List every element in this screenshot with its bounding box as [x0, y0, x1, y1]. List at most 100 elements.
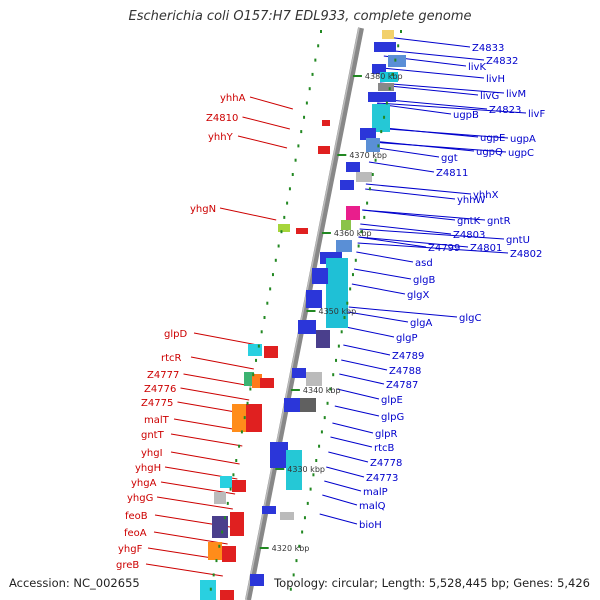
- kbp-label: 4360 kbp: [334, 229, 372, 238]
- gene-leader: [353, 268, 412, 280]
- gene-label-Z4789: Z4789: [392, 351, 424, 362]
- gene-leader: [377, 102, 527, 114]
- gene-feature: [208, 542, 222, 560]
- gene-feature: [252, 374, 262, 388]
- gene-feature: [248, 344, 262, 356]
- gene-leader: [370, 146, 440, 158]
- gene-leader: [193, 332, 258, 346]
- gene-leader: [242, 116, 290, 130]
- gene-label-yhgF: yhgF: [118, 544, 143, 555]
- gene-feature: [246, 404, 262, 432]
- gene-leader: [359, 228, 505, 240]
- gene-feature: [322, 120, 330, 126]
- gene-label-Z4777: Z4777: [147, 370, 179, 381]
- gene-label-glgX: glgX: [407, 290, 429, 301]
- gene-feature: [366, 138, 380, 152]
- gene-label-ugpE: ugpE: [480, 133, 505, 144]
- gene-feature: [230, 512, 244, 536]
- gene-feature: [232, 480, 246, 492]
- gene-feature: [284, 398, 300, 412]
- gene-label-glgC: glgC: [459, 313, 481, 324]
- gene-feature: [214, 492, 226, 504]
- gene-label-glgP: glgP: [396, 333, 418, 344]
- gene-label-ugpB: ugpB: [453, 110, 479, 121]
- gene-leader: [343, 344, 391, 356]
- gene-feature: [212, 516, 228, 538]
- gene-label-glgB: glgB: [413, 275, 435, 286]
- gene-feature: [220, 590, 234, 600]
- gene-leader: [156, 496, 233, 510]
- gene-label-yhgG: yhgG: [127, 493, 153, 504]
- gene-leader: [362, 209, 486, 221]
- gene-leader: [382, 67, 485, 79]
- gene-label-gntK: gntK: [457, 216, 481, 227]
- gene-feature: [306, 372, 322, 386]
- gene-feature: [280, 512, 294, 520]
- gene-leader: [324, 480, 362, 492]
- gene-feature: [300, 398, 316, 412]
- gene-feature: [372, 104, 390, 132]
- gene-feature: [372, 64, 386, 74]
- position-ticks: [209, 30, 402, 591]
- gene-feature: [356, 172, 372, 182]
- gene-label-yhgH: yhgH: [135, 463, 161, 474]
- gene-feature: [368, 92, 396, 102]
- gene-leader: [183, 373, 252, 387]
- reverse-gene-labels: yhhA Z4810 yhhY yhgN glpD rtcR Z4777 Z4776 Z4775…: [116, 93, 246, 571]
- gene-feature: [318, 146, 330, 154]
- gene-feature: [270, 442, 288, 468]
- gene-feature: [222, 546, 236, 562]
- gene-label-feoB: feoB: [125, 511, 148, 522]
- accession-text: Accession: NC_002655: [9, 576, 140, 590]
- gene-label-glpE: glpE: [381, 395, 403, 406]
- label-leader-lines: [145, 36, 527, 577]
- gene-label-Z4823: Z4823: [489, 105, 521, 116]
- gene-label-Z4773: Z4773: [366, 473, 398, 484]
- gene-feature: [346, 162, 360, 172]
- gene-label-malT: malT: [144, 415, 170, 426]
- gene-label-Z4775: Z4775: [141, 398, 173, 409]
- gene-leader: [339, 373, 385, 385]
- gene-leader: [351, 283, 406, 295]
- gene-leader: [358, 236, 427, 248]
- gene-label-livK: livK: [468, 62, 486, 73]
- gene-label-glpG: glpG: [381, 412, 404, 423]
- gene-label-Z4810: Z4810: [206, 113, 238, 124]
- gene-leader: [373, 127, 509, 139]
- gene-leader: [371, 141, 507, 153]
- gene-label-yhhW: yhhW: [457, 195, 486, 206]
- gene-label-bioH: bioH: [359, 520, 382, 531]
- kbp-label: 4350 kbp: [319, 307, 357, 316]
- gene-leader: [345, 326, 395, 338]
- gene-label-ugpA: ugpA: [510, 134, 536, 145]
- kbp-label: 4370 kbp: [349, 151, 387, 160]
- gene-leader: [326, 466, 365, 478]
- gene-label-livF: livF: [528, 109, 545, 120]
- gene-label-malQ: malQ: [359, 501, 386, 512]
- gene-label-glpR: glpR: [375, 429, 397, 440]
- gene-feature: [292, 368, 306, 378]
- gene-feature: [326, 258, 348, 328]
- gene-leader: [219, 207, 277, 221]
- gene-feature: [220, 476, 232, 488]
- backbone-highlight: [245, 27, 360, 600]
- kbp-label: 4320 kbp: [272, 544, 310, 553]
- gene-leader: [358, 236, 469, 248]
- gene-label-livH: livH: [486, 74, 505, 85]
- gene-leader: [332, 422, 374, 434]
- gene-label-Z4802: Z4802: [510, 249, 542, 260]
- gene-feature: [346, 206, 360, 220]
- gene-feature: [296, 228, 308, 234]
- gene-features: [200, 30, 406, 600]
- gene-leader: [379, 84, 479, 96]
- gene-label-Z4787: Z4787: [386, 380, 418, 391]
- gene-label-ugpC: ugpC: [508, 148, 534, 159]
- gene-feature: [278, 224, 290, 232]
- gene-leader: [384, 49, 485, 61]
- gene-leader: [170, 433, 243, 447]
- gene-label-gntU: gntU: [506, 235, 530, 246]
- gene-label-yhgI: yhgI: [141, 448, 163, 459]
- gene-leader: [322, 494, 358, 506]
